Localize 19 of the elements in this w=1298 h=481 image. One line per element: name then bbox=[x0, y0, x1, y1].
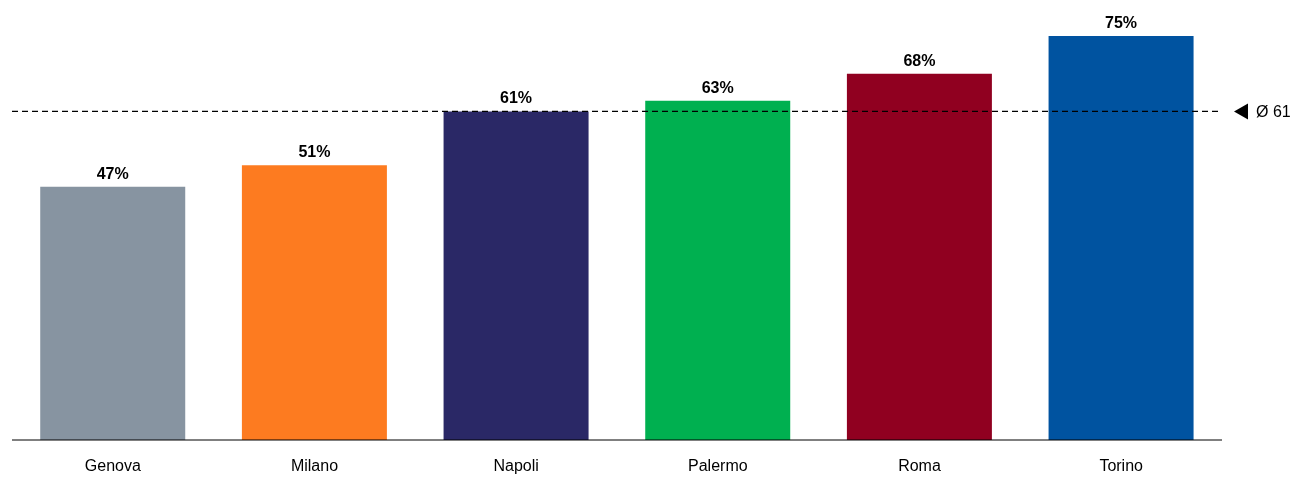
x-tick-label: Napoli bbox=[493, 457, 539, 475]
bar bbox=[1048, 36, 1194, 440]
bar bbox=[241, 165, 387, 440]
bar bbox=[846, 73, 992, 440]
x-tick-label: Torino bbox=[1099, 457, 1144, 475]
x-tick-label: Palermo bbox=[688, 457, 748, 475]
data-label: 47% bbox=[96, 164, 129, 182]
data-label: 61% bbox=[500, 89, 533, 107]
ref-line-label: Ø 61 bbox=[1256, 103, 1291, 121]
x-tick-label: Milano bbox=[290, 457, 339, 475]
bar bbox=[443, 111, 589, 440]
data-label: 63% bbox=[701, 78, 734, 96]
data-label: 68% bbox=[903, 51, 936, 69]
data-label: 75% bbox=[1105, 14, 1138, 31]
data-label: 51% bbox=[298, 143, 331, 161]
x-tick-label: Genova bbox=[84, 457, 141, 475]
bar bbox=[645, 100, 791, 440]
bar bbox=[40, 186, 186, 440]
x-tick-label: Roma bbox=[898, 457, 941, 475]
